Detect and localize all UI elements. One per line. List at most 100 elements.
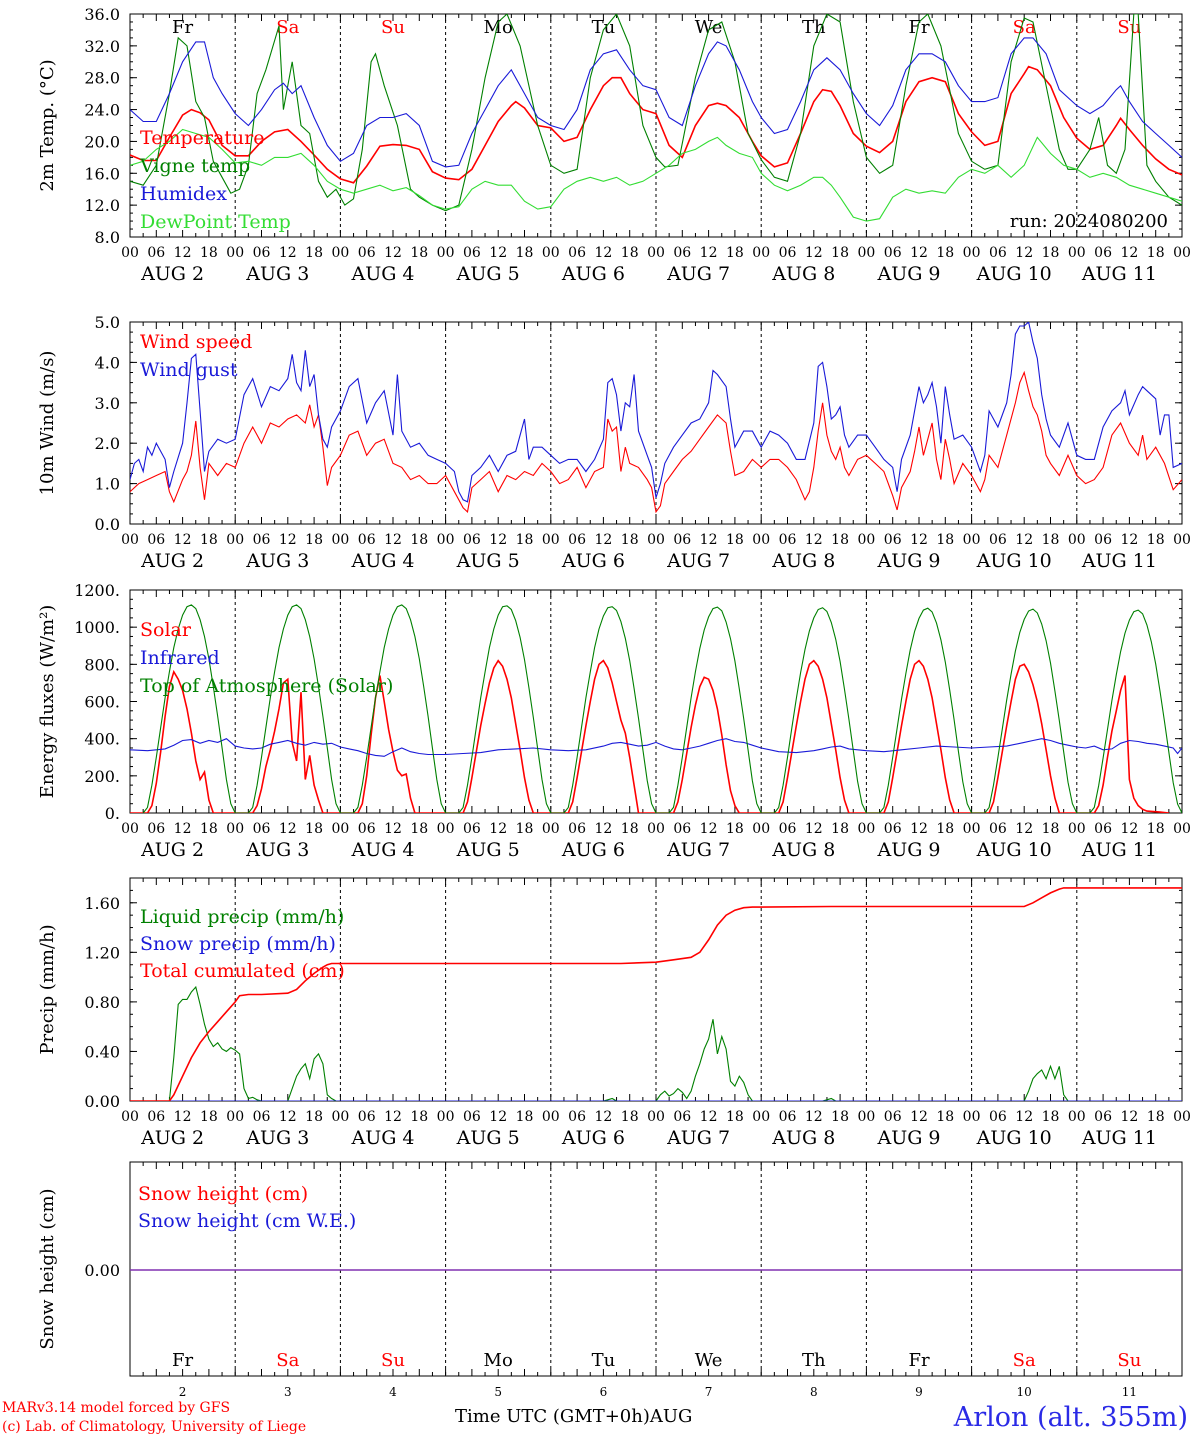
hour-label: 06 (989, 245, 1007, 261)
hour-label: 18 (1042, 821, 1060, 837)
hour-label: 18 (726, 532, 744, 548)
hour-label: 18 (1147, 1109, 1165, 1125)
hour-label: 18 (936, 532, 954, 548)
weekday-label: Mo (484, 17, 513, 38)
hour-label: 00 (963, 1109, 981, 1125)
date-label: AUG 8 (771, 550, 835, 572)
hour-label: 18 (831, 532, 849, 548)
date-label: AUG 10 (976, 839, 1052, 861)
y-tick-label: 0.00 (84, 1092, 120, 1111)
hour-label: 06 (884, 821, 902, 837)
hour-label: 06 (253, 821, 271, 837)
hour-label: 12 (174, 821, 192, 837)
hour-label: 18 (621, 821, 639, 837)
hour-label: 00 (752, 1109, 770, 1125)
hour-label: 06 (147, 532, 165, 548)
hour-label: 12 (700, 1109, 718, 1125)
hour-label: 06 (1094, 532, 1112, 548)
lab-credit: (c) Lab. of Climatology, University of L… (2, 1419, 307, 1435)
panel-frame (129, 13, 1183, 238)
hour-label: 18 (936, 245, 954, 261)
hour-label: 18 (516, 821, 534, 837)
date-label: AUG 2 (140, 1127, 204, 1149)
hour-label: 12 (910, 532, 928, 548)
weekday-label: Fr (908, 1350, 929, 1371)
hour-label: 00 (542, 821, 560, 837)
hour-label: 00 (857, 245, 875, 261)
station-name[interactable]: Arlon (alt. 355m) (953, 1402, 1188, 1433)
date-label: AUG 11 (1081, 263, 1157, 285)
series-total-cumulated-cm (130, 887, 1182, 1101)
y-tick-label: 0.40 (84, 1042, 120, 1061)
hour-label: 00 (647, 1109, 665, 1125)
date-label: 11 (1122, 1385, 1137, 1399)
date-label: AUG 7 (666, 550, 730, 572)
y-tick-label: 1.0 (95, 475, 120, 494)
hour-label: 00 (647, 532, 665, 548)
y-tick-label: 1200. (74, 581, 120, 600)
date-label: AUG 3 (245, 1127, 309, 1149)
hour-label: 06 (568, 245, 586, 261)
date-label: AUG 6 (561, 1127, 625, 1149)
date-label: 10 (1017, 1385, 1032, 1399)
date-label: 2 (179, 1385, 187, 1399)
y-axis-label: 2m Temp. (°C) (37, 59, 58, 191)
hour-label: 18 (1147, 532, 1165, 548)
hour-label: 00 (1068, 821, 1086, 837)
y-tick-label: 20.0 (84, 132, 120, 151)
y-tick-label: 400. (84, 730, 120, 749)
hour-label: 06 (884, 245, 902, 261)
date-label: AUG 2 (140, 550, 204, 572)
date-label: AUG 6 (561, 550, 625, 572)
date-label: AUG 10 (976, 550, 1052, 572)
series-liquid-precip-mm-h (130, 985, 1069, 1101)
hour-label: 06 (358, 532, 376, 548)
date-label: AUG 7 (666, 263, 730, 285)
hour-label: 12 (1015, 245, 1033, 261)
hour-label: 06 (1094, 821, 1112, 837)
hour-label: 06 (673, 532, 691, 548)
hour-label: 12 (805, 532, 823, 548)
hour-label: 12 (384, 532, 402, 548)
hour-label: 12 (1015, 1109, 1033, 1125)
hour-label: 06 (673, 821, 691, 837)
hour-label: 12 (910, 245, 928, 261)
date-label: 7 (705, 1385, 713, 1399)
hour-label: 06 (568, 532, 586, 548)
hour-label: 12 (594, 821, 612, 837)
hour-label: 00 (226, 821, 244, 837)
hour-label: 12 (384, 821, 402, 837)
hour-label: 12 (805, 1109, 823, 1125)
date-label: AUG 2 (140, 263, 204, 285)
hour-label: 06 (358, 821, 376, 837)
y-tick-label: 0.00 (84, 1261, 120, 1280)
weekday-label: We (695, 1350, 723, 1371)
hour-label: 00 (752, 821, 770, 837)
hour-label: 12 (1015, 821, 1033, 837)
y-tick-label: 0.0 (95, 515, 120, 534)
date-label: AUG 4 (350, 550, 414, 572)
y-tick-label: 1000. (74, 618, 120, 637)
y-tick-label: 5.0 (95, 313, 120, 332)
hour-label: 06 (884, 532, 902, 548)
weekday-label: Mo (484, 1350, 513, 1371)
hour-label: 00 (1068, 532, 1086, 548)
hour-label: 18 (410, 245, 428, 261)
legend-entry: Liquid precip (mm/h) (140, 906, 344, 928)
hour-label: 18 (831, 245, 849, 261)
hour-label: 06 (779, 532, 797, 548)
hour-label: 00 (331, 245, 349, 261)
hour-label: 12 (1015, 532, 1033, 548)
hour-label: 06 (779, 245, 797, 261)
x-axis-title: Time UTC (GMT+0h)AUG (455, 1406, 693, 1427)
hour-label: 18 (410, 821, 428, 837)
hour-label: 12 (700, 532, 718, 548)
hour-label: 00 (437, 532, 455, 548)
y-tick-label: 36.0 (84, 5, 120, 24)
hour-label: 12 (489, 532, 507, 548)
hour-label: 18 (726, 245, 744, 261)
hour-label: 00 (1173, 245, 1191, 261)
hour-label: 06 (463, 1109, 481, 1125)
hour-label: 12 (594, 1109, 612, 1125)
